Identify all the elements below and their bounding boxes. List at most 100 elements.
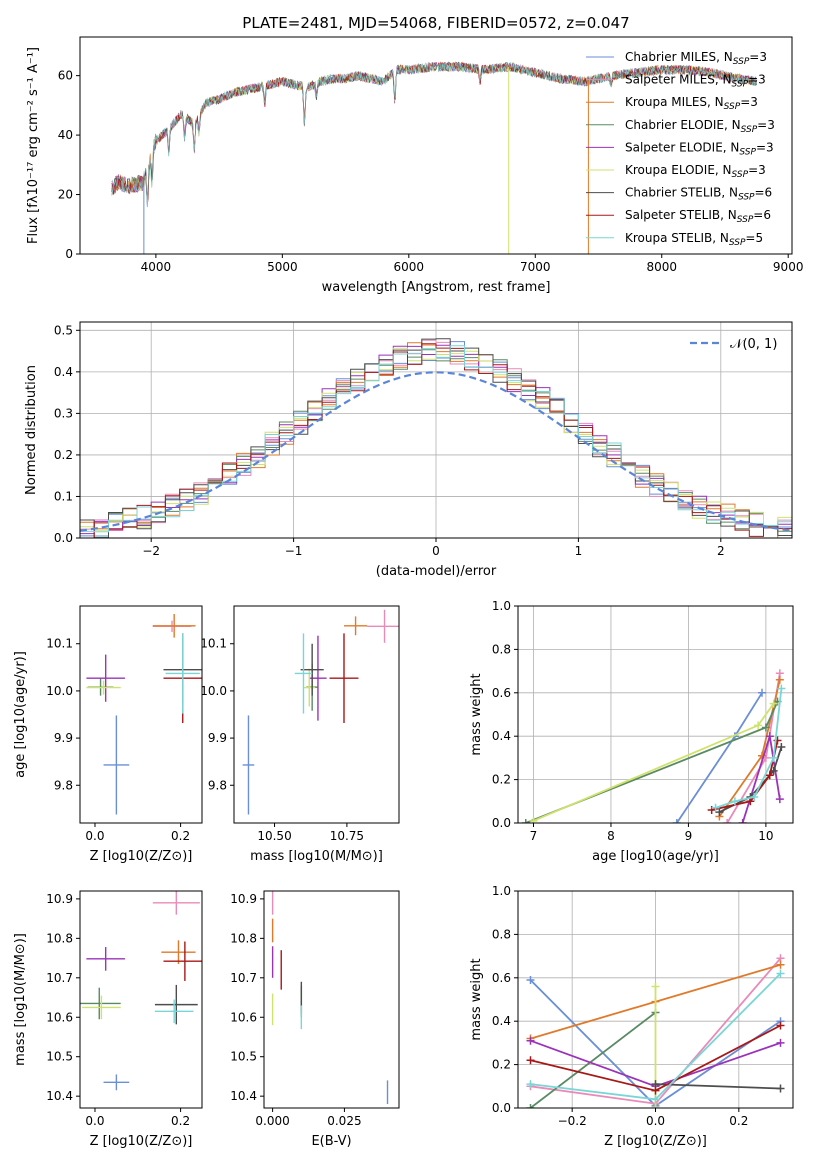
axes-frame (263, 890, 400, 1109)
y-tick-label: 0.8 (492, 642, 511, 656)
x-tick-label: 10.50 (257, 829, 291, 843)
x-tick-label: 8000 (646, 260, 677, 274)
x-tick-label: 6000 (394, 260, 425, 274)
spectrum-line-9 (111, 61, 757, 208)
weight-marker (526, 975, 535, 984)
x-tick-label: −1 (285, 544, 303, 558)
y-tick-label: 10.5 (230, 1050, 257, 1064)
plot-area (111, 60, 757, 254)
y-tick-label: 10.4 (230, 1089, 257, 1103)
y-tick-label: 0.2 (54, 448, 73, 462)
data-point-5 (86, 654, 125, 702)
legend-label-main: Kroupa MILES, N (625, 95, 724, 109)
legend-label-sub: SSP (741, 125, 758, 135)
legend-label-sub: SSP (732, 80, 749, 90)
panel-mass-vs-ebv: 0.000 0.025 10.4 10.5 10.6 10.7 10.8 10.9 E(B-V) (230, 890, 400, 1149)
x-axis-label: (data-model)/error (376, 564, 497, 579)
data-point-4 (80, 987, 121, 1020)
legend-label-sub: SSP (724, 102, 741, 112)
weight-marker (526, 1056, 535, 1065)
x-tick-label: 0.0 (85, 829, 104, 843)
panel-age-vs-Z: 0.0 0.2 9.8 9.9 10.0 10.1 Z [log10(Z/Z⊙)] age [… (13, 605, 203, 864)
legend-label-main: Chabrier MILES, N (625, 50, 733, 64)
y-tick-label: 10.7 (46, 971, 73, 985)
legend-label-main: Chabrier ELODIE, N (625, 118, 741, 132)
x-tick-label: 10.75 (330, 829, 364, 843)
plot-area (80, 891, 202, 1091)
plot-area (521, 669, 786, 823)
x-tick-label: 7 (530, 829, 538, 843)
x-tick-label: 0.2 (729, 1114, 748, 1128)
legend-label-sub: SSP (737, 215, 754, 225)
legend-label: Kroupa STELIB, NSSP=5 (625, 231, 763, 248)
data-point-3 (152, 614, 196, 638)
legend-label: Chabrier ELODIE, NSSP=3 (625, 118, 775, 135)
weight-marker (769, 753, 778, 762)
panel-spectrum: 4000 5000 6000 7000 8000 9000 0 20 40 60 wavelengt… (26, 36, 804, 295)
y-tick-label: 0.6 (492, 971, 511, 985)
x-tick-label: 5000 (267, 260, 298, 274)
y-tick-label: 10.9 (46, 892, 73, 906)
y-tick-label: 10.9 (230, 892, 257, 906)
data-point-3 (161, 940, 196, 964)
legend-label-main: Kroupa STELIB, N (625, 231, 729, 245)
x-tick-label: 10 (758, 829, 773, 843)
y-tick-label: 1.0 (492, 884, 511, 898)
weight-marker (775, 675, 784, 684)
data-point-2 (152, 891, 200, 915)
legend-label-tail: =5 (745, 231, 763, 245)
axes-frame (79, 605, 203, 824)
panel-residuals: −2 −1 0 1 2 0.0 0.1 0.2 0.3 0.4 0.5 (data-model)/er… (24, 321, 793, 579)
data-point-3 (344, 616, 368, 636)
weight-marker (776, 960, 785, 969)
data-point-8 (163, 941, 202, 981)
x-tick-label: −2 (142, 544, 160, 558)
y-tick-label: 0.6 (492, 686, 511, 700)
weight-marker (526, 1036, 535, 1045)
plot-area (271, 891, 389, 1105)
legend-label: Chabrier STELIB, NSSP=6 (625, 186, 772, 203)
y-tick-label: 0.0 (54, 531, 73, 545)
plot-area (526, 954, 785, 1108)
weight-marker (777, 743, 786, 752)
figure-title: PLATE=2481, MJD=54068, FIBERID=0572, z=0… (242, 14, 629, 32)
y-tick-label: 0.0 (492, 1101, 511, 1115)
weight-line-4 (529, 1011, 657, 1108)
legend-label-sub: SSP (733, 57, 750, 67)
weight-marker (765, 732, 774, 741)
data-point-9 (294, 633, 313, 714)
y-tick-label: 10.8 (230, 931, 257, 945)
x-axis-label: E(B-V) (311, 1134, 351, 1149)
y-tick-label: 0.4 (54, 365, 73, 379)
legend-label: Kroupa MILES, NSSP=3 (625, 95, 758, 112)
legend-label: 𝒩(0, 1) (730, 337, 777, 352)
y-tick-label: 10.8 (46, 931, 73, 945)
x-tick-label: 9 (685, 829, 693, 843)
weight-marker (754, 721, 763, 730)
legend-label-tail: =6 (755, 186, 773, 200)
x-axis-label: wavelength [Angstrom, rest frame] (322, 280, 551, 295)
y-tick-label: 9.9 (54, 731, 73, 745)
legend-label-sub: SSP (738, 193, 755, 203)
weight-line-3 (718, 679, 781, 818)
x-tick-label: 9000 (773, 260, 804, 274)
legend-label-main: Salpeter STELIB, N (625, 208, 737, 222)
weight-marker (758, 688, 767, 697)
y-tick-label: 10.5 (46, 1050, 73, 1064)
data-point-5 (86, 947, 125, 971)
y-tick-label: 10.1 (46, 637, 73, 651)
x-tick-label: 0 (432, 544, 440, 558)
axes-frame (79, 890, 203, 1109)
legend-label: Salpeter STELIB, NSSP=6 (625, 208, 771, 225)
weight-line-4 (525, 701, 779, 823)
y-tick-label: 1.0 (492, 599, 511, 613)
y-tick-label: 0.4 (492, 729, 511, 743)
y-tick-label: 0.2 (492, 1058, 511, 1072)
legend-label: Kroupa ELODIE, NSSP=3 (625, 163, 766, 180)
histogram-9 (80, 345, 792, 538)
x-tick-label: 8 (607, 829, 615, 843)
x-axis-label: Z [log10(Z/Z⊙)] (90, 849, 193, 864)
weight-marker (776, 1038, 785, 1047)
data-point-8 (329, 633, 359, 723)
